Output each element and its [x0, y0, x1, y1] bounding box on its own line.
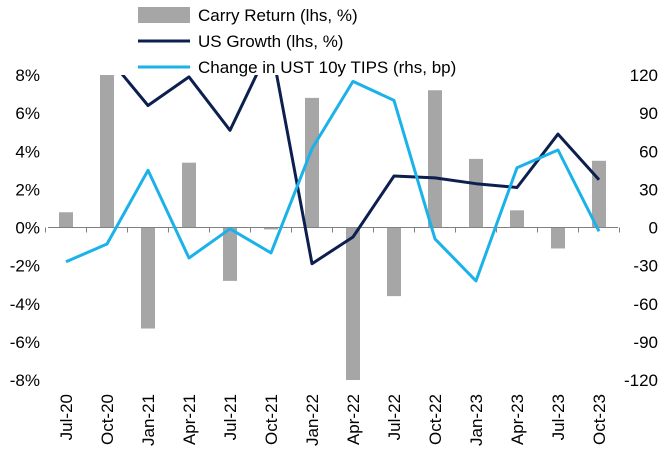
- right-tick-label: 90: [639, 104, 658, 123]
- left-tick-label: 8%: [15, 66, 40, 85]
- bar-jan-22: [305, 97, 319, 228]
- right-tick-label: 120: [630, 66, 658, 85]
- legend-label-carry-return-lhs: Carry Return (lhs, %): [198, 6, 358, 25]
- bar-jul-23: [551, 227, 565, 249]
- right-tick-label: -60: [633, 295, 658, 314]
- right-tick-label: -120: [624, 371, 658, 390]
- x-axis-tick-labels: Jul-20 Oct-20 Jan-21 Apr-21 Jul-21 Oct-21 Jan-…: [57, 394, 609, 446]
- left-tick-label: 4%: [15, 142, 40, 161]
- left-tick-label: 6%: [15, 104, 40, 123]
- left-axis-tick-labels: -8% -6% -4% -2% 0% 2% 4% 6% 8%: [10, 66, 40, 390]
- left-tick-label: -4%: [10, 295, 40, 314]
- x-tick-label: Oct-23: [590, 394, 609, 445]
- x-tick-label: Jan-22: [303, 394, 322, 446]
- legend-label-us-growth-lhs: US Growth (lhs, %): [198, 32, 343, 51]
- x-tick-label: Oct-21: [262, 394, 281, 445]
- bar-apr-23: [510, 210, 524, 228]
- x-tick-label: Jan-23: [467, 394, 486, 446]
- left-tick-label: 2%: [15, 180, 40, 199]
- legend: Carry Return (lhs, %) US Growth (lhs, %) C…: [138, 6, 456, 77]
- left-tick-label: -8%: [10, 371, 40, 390]
- left-tick-label: -6%: [10, 333, 40, 352]
- left-tick-label: 0%: [15, 219, 40, 238]
- right-tick-label: -30: [633, 257, 658, 276]
- bar-jan-23: [469, 158, 483, 228]
- right-tick-label: 0: [649, 219, 658, 238]
- bar-oct-22: [428, 90, 442, 228]
- x-tick-label: Apr-23: [508, 394, 527, 445]
- x-tick-label: Jul-22: [385, 394, 404, 440]
- bar-jan-21: [141, 227, 155, 329]
- bar-oct-23: [592, 160, 606, 228]
- bar-jul-21: [223, 227, 237, 281]
- x-tick-label: Jul-20: [57, 394, 76, 440]
- left-tick-label: -2%: [10, 257, 40, 276]
- bar-apr-22: [346, 227, 360, 380]
- x-tick-label: Jan-21: [139, 394, 158, 446]
- right-axis-tick-labels: -120 -90 -60 -30 0 30 60 90 120: [624, 66, 658, 390]
- x-tick-label: Oct-20: [98, 394, 117, 445]
- right-tick-label: 30: [639, 180, 658, 199]
- x-tick-label: Apr-21: [180, 394, 199, 445]
- legend-label-change-in-ust-10y-tips-rhs-bp: Change in UST 10y TIPS (rhs, bp): [198, 58, 456, 77]
- x-axis-ticks: [45, 227, 620, 233]
- bar-jul-22: [387, 227, 401, 297]
- x-tick-label: Apr-22: [344, 394, 363, 445]
- line-us-growth-lhs: [120, 75, 601, 266]
- bar-jul-20: [59, 212, 73, 228]
- bar-oct-20: [100, 75, 114, 228]
- line-change-in-ust-10y-tips-rhs-bp: [65, 79, 601, 283]
- x-tick-label: Jul-23: [549, 394, 568, 440]
- x-tick-label: Jul-21: [221, 394, 240, 440]
- right-tick-label: -90: [633, 333, 658, 352]
- series-lines: [65, 75, 601, 283]
- x-tick-label: Oct-22: [426, 394, 445, 445]
- bar-apr-21: [182, 162, 196, 228]
- right-tick-label: 60: [639, 142, 658, 161]
- legend-swatch-bar: [138, 7, 190, 23]
- bar-oct-21: [264, 227, 278, 230]
